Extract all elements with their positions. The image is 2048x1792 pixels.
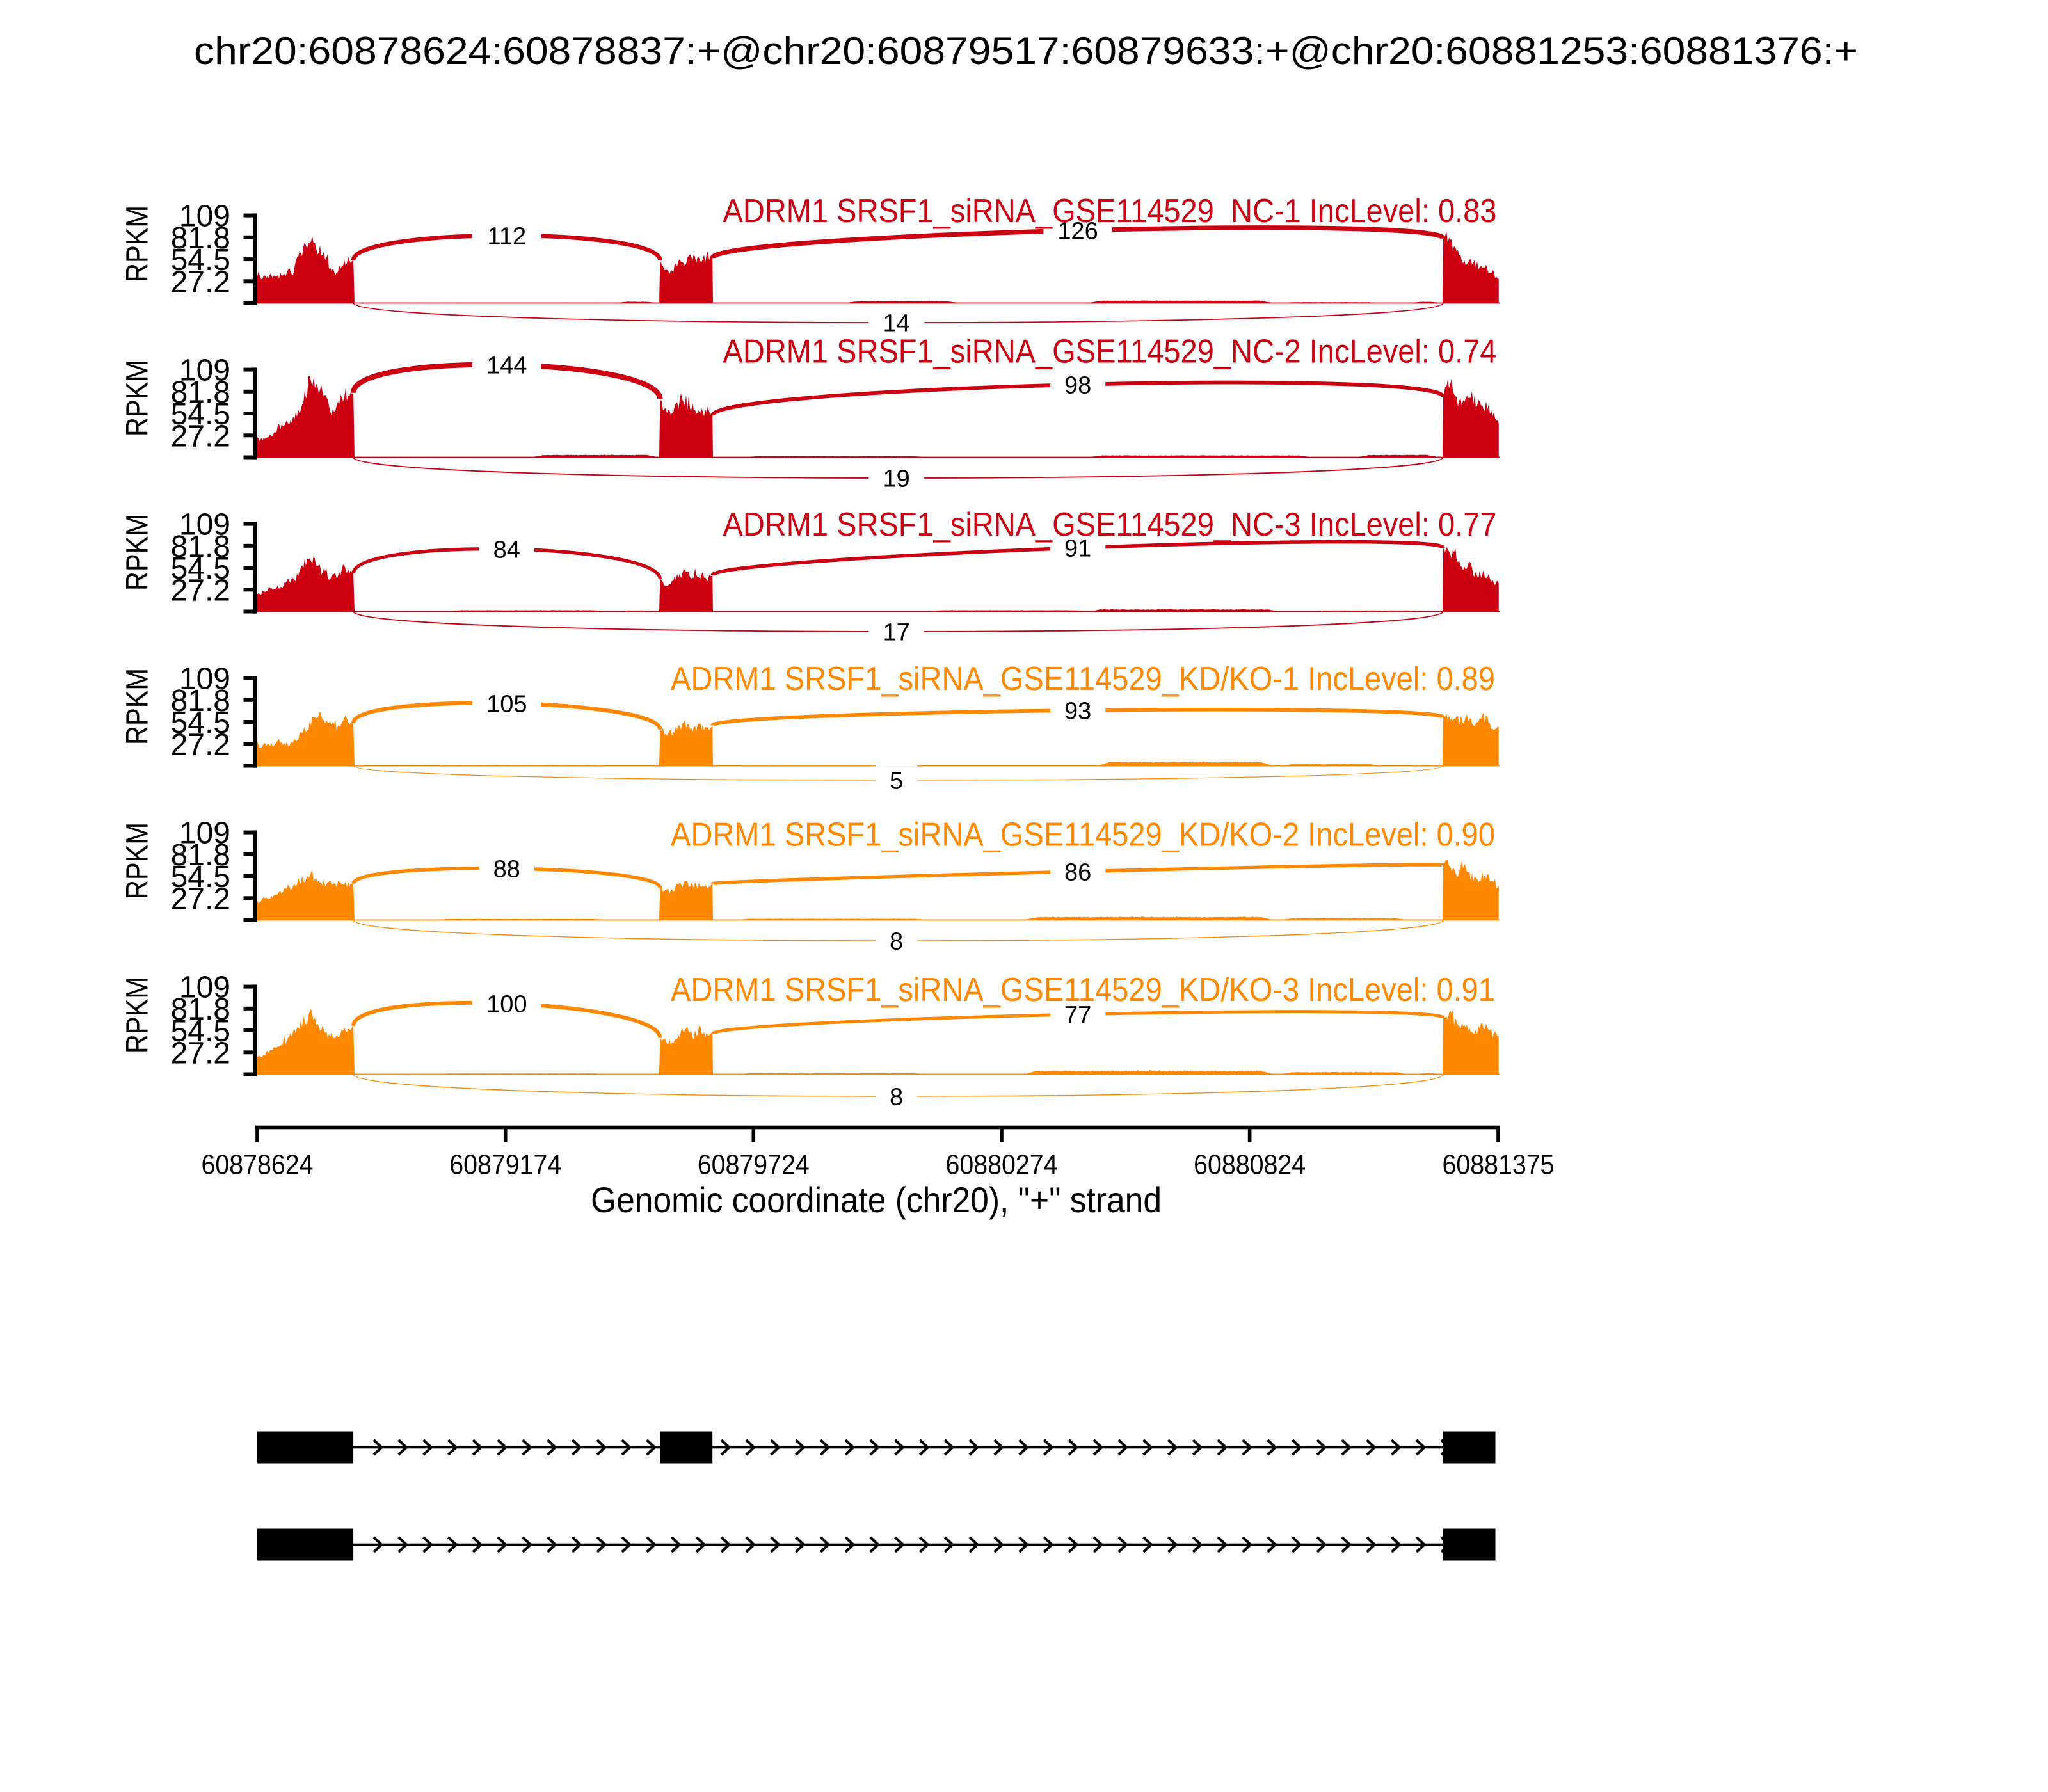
svg-text:109: 109: [179, 200, 230, 234]
svg-text:ADRM1 SRSF1_siRNA_GSE114529_NC: ADRM1 SRSF1_siRNA_GSE114529_NC-1 IncLeve…: [723, 193, 1497, 230]
svg-text:91: 91: [1064, 536, 1091, 563]
svg-text:109: 109: [179, 662, 230, 696]
svg-text:60879174: 60879174: [449, 1149, 561, 1181]
svg-text:8: 8: [890, 929, 903, 956]
svg-text:60880274: 60880274: [946, 1149, 1058, 1181]
svg-text:ADRM1 SRSF1_siRNA_GSE114529_NC: ADRM1 SRSF1_siRNA_GSE114529_NC-2 IncLeve…: [723, 333, 1497, 371]
svg-text:54.5: 54.5: [171, 860, 230, 894]
svg-text:27.2: 27.2: [171, 882, 230, 916]
svg-text:RPKM: RPKM: [121, 205, 155, 282]
svg-text:60878624: 60878624: [202, 1149, 314, 1181]
svg-text:144: 144: [486, 353, 527, 380]
svg-text:77: 77: [1064, 1002, 1091, 1029]
svg-text:54.5: 54.5: [171, 397, 230, 431]
svg-text:RPKM: RPKM: [121, 822, 155, 899]
svg-text:27.2: 27.2: [171, 1036, 230, 1070]
svg-text:60880824: 60880824: [1194, 1149, 1306, 1181]
svg-text:RPKM: RPKM: [121, 514, 155, 591]
svg-text:109: 109: [179, 354, 230, 388]
svg-text:60879724: 60879724: [698, 1149, 810, 1181]
svg-text:81.8: 81.8: [171, 838, 230, 872]
svg-text:86: 86: [1064, 860, 1091, 886]
svg-text:84: 84: [493, 537, 520, 564]
svg-text:RPKM: RPKM: [121, 360, 155, 436]
svg-text:109: 109: [179, 508, 230, 542]
svg-text:RPKM: RPKM: [121, 977, 155, 1053]
svg-text:81.8: 81.8: [171, 530, 230, 564]
svg-text:27.2: 27.2: [171, 573, 230, 607]
svg-text:112: 112: [488, 223, 527, 250]
svg-text:98: 98: [1064, 372, 1091, 399]
svg-text:105: 105: [486, 691, 527, 718]
svg-text:Genomic coordinate (chr20), "+: Genomic coordinate (chr20), "+" strand: [591, 1180, 1162, 1220]
svg-text:54.5: 54.5: [171, 243, 230, 277]
svg-text:ADRM1 SRSF1_siRNA_GSE114529_KD: ADRM1 SRSF1_siRNA_GSE114529_KD/KO-1 IncL…: [671, 660, 1495, 698]
svg-text:27.2: 27.2: [171, 728, 230, 762]
svg-text:60881375: 60881375: [1443, 1149, 1555, 1181]
svg-text:88: 88: [493, 856, 520, 883]
svg-text:17: 17: [883, 620, 909, 646]
svg-text:81.8: 81.8: [171, 993, 230, 1027]
svg-text:100: 100: [486, 991, 527, 1018]
svg-text:chr20:60878624:60878837:+@chr2: chr20:60878624:60878837:+@chr20:60879517…: [194, 29, 1858, 72]
svg-text:19: 19: [883, 466, 909, 493]
svg-text:81.8: 81.8: [171, 376, 230, 410]
svg-text:54.5: 54.5: [171, 552, 230, 586]
svg-text:27.2: 27.2: [171, 419, 230, 453]
svg-text:54.5: 54.5: [171, 706, 230, 740]
svg-text:109: 109: [179, 971, 230, 1005]
svg-text:ADRM1 SRSF1_siRNA_GSE114529_KD: ADRM1 SRSF1_siRNA_GSE114529_KD/KO-2 IncL…: [671, 817, 1495, 854]
svg-text:27.2: 27.2: [171, 265, 230, 299]
svg-text:54.5: 54.5: [171, 1014, 230, 1048]
svg-text:126: 126: [1057, 218, 1098, 245]
svg-text:RPKM: RPKM: [121, 668, 155, 745]
svg-text:81.8: 81.8: [171, 684, 230, 718]
svg-text:109: 109: [179, 817, 230, 851]
svg-text:ADRM1 SRSF1_siRNA_GSE114529_NC: ADRM1 SRSF1_siRNA_GSE114529_NC-3 IncLeve…: [723, 506, 1497, 543]
svg-text:93: 93: [1064, 698, 1091, 725]
svg-text:8: 8: [890, 1084, 903, 1111]
svg-text:81.8: 81.8: [171, 221, 230, 255]
svg-text:5: 5: [890, 768, 903, 795]
svg-text:14: 14: [883, 310, 909, 337]
svg-text:ADRM1 SRSF1_siRNA_GSE114529_KD: ADRM1 SRSF1_siRNA_GSE114529_KD/KO-3 IncL…: [671, 972, 1495, 1009]
